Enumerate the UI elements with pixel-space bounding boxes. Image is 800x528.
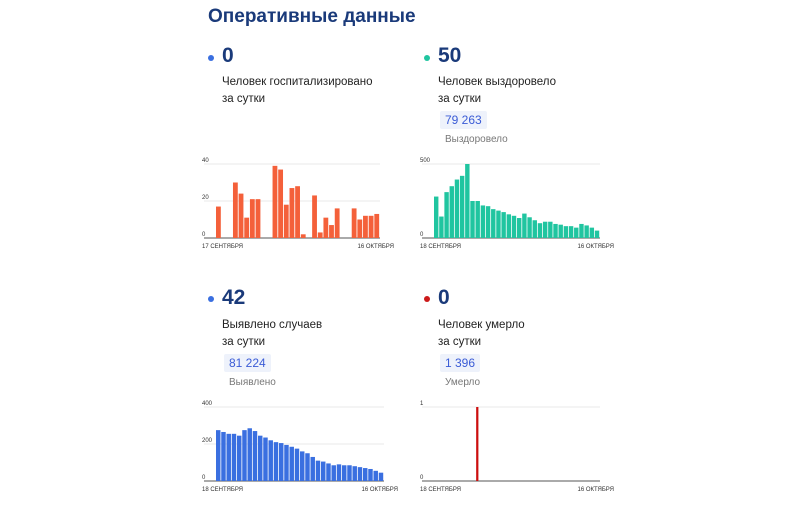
cases-desc-line1: Выявлено случаев — [222, 319, 323, 331]
recovered-desc-line2: за сутки — [438, 93, 482, 105]
cases-description: Выявлено случаев за сутки — [222, 317, 322, 351]
cases-desc-line2: за сутки — [222, 336, 266, 348]
panel-hospitalized: 0 Человек госпитализировано за сутки — [208, 44, 408, 284]
deaths-total: 1 396 — [440, 354, 481, 372]
deaths-total-label: Умерло — [445, 377, 481, 388]
hospitalized-description: Человек госпитализировано за сутки — [222, 74, 373, 108]
recovered-total: 79 263 — [440, 111, 487, 129]
cases-total-label: Выявлено — [229, 377, 276, 388]
page-title: Оперативные данные — [208, 6, 416, 27]
recovered-desc-line1: Человек выздоровело — [438, 76, 557, 88]
dot-recovered — [424, 55, 430, 61]
recovered-total-label: Выздоровело — [445, 134, 508, 145]
deaths-value: 0 — [438, 286, 450, 309]
dot-deaths — [424, 296, 430, 302]
deaths-desc-line1: Человек умерло — [438, 319, 525, 331]
hospitalized-desc-line1: Человек госпитализировано — [222, 76, 373, 88]
deaths-description: Человек умерло за сутки — [438, 317, 525, 351]
hospitalized-value: 0 — [222, 44, 234, 67]
dot-cases — [208, 296, 214, 302]
dot-hospitalized — [208, 55, 214, 61]
cases-total: 81 224 — [224, 354, 271, 372]
recovered-value: 50 — [438, 44, 462, 67]
y-tick-label: 0 — [202, 475, 206, 481]
panel-recovered: 50 Человек выздоровело за сутки 79 263 В… — [424, 44, 624, 284]
deaths-desc-line2: за сутки — [438, 336, 482, 348]
hospitalized-desc-line2: за сутки — [222, 93, 266, 105]
panel-deaths: 0 Человек умерло за сутки 1 396 Умерло — [424, 286, 624, 528]
y-tick-label: 0 — [202, 232, 206, 238]
panel-cases: 42 Выявлено случаев за сутки 81 224 Выяв… — [208, 286, 408, 528]
recovered-description: Человек выздоровело за сутки — [438, 74, 556, 108]
cases-value: 42 — [222, 286, 246, 309]
